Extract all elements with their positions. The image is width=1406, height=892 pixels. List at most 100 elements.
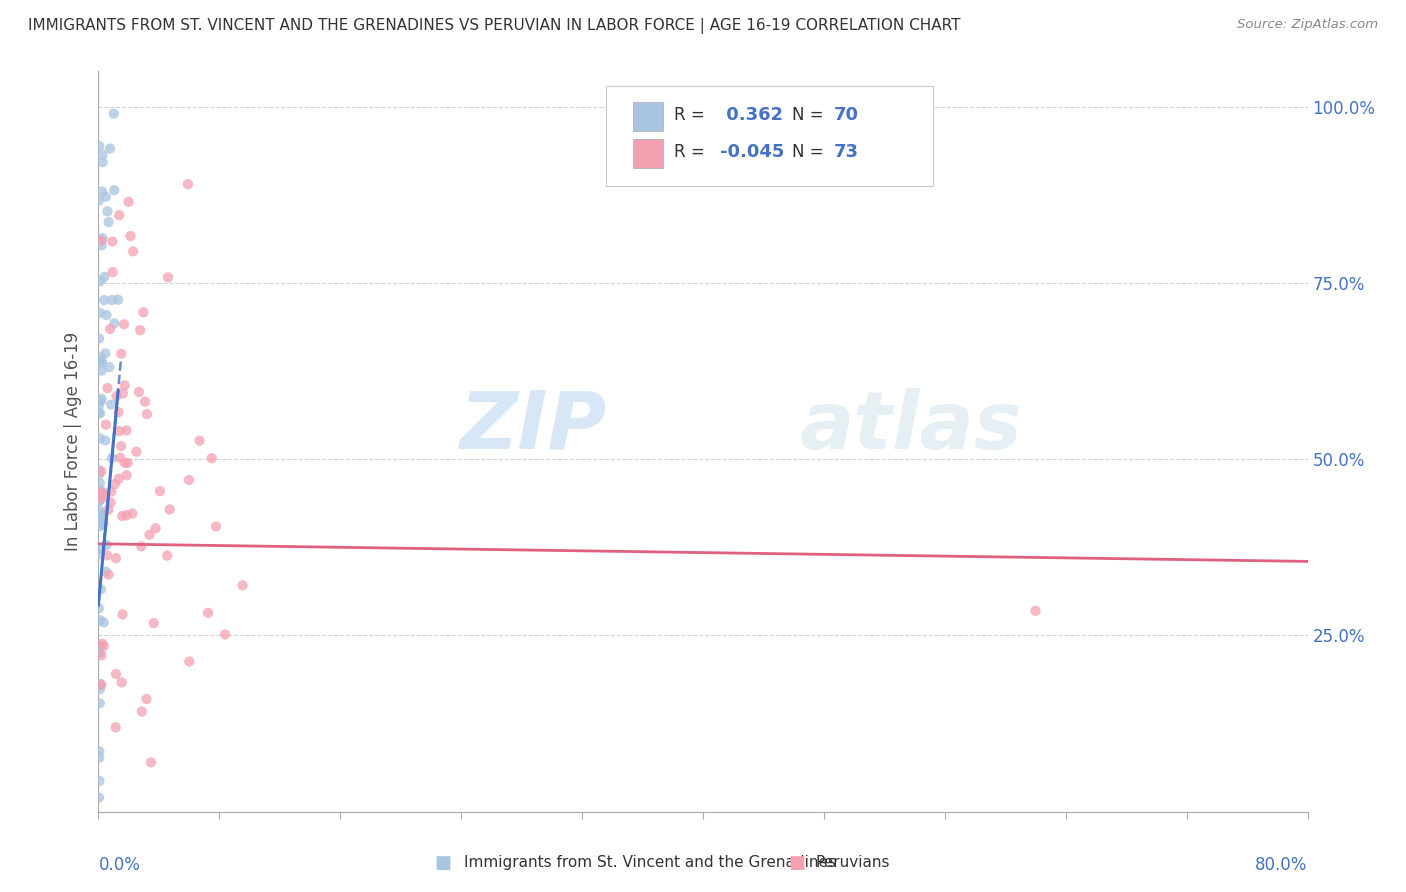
Point: [89, 750, 111, 764]
Point: [107, 472, 129, 486]
Point: [89, 677, 111, 691]
Point: [110, 450, 132, 465]
Point: [94, 565, 117, 579]
Point: [108, 208, 131, 222]
Point: [93, 293, 115, 308]
Point: [90, 648, 112, 663]
Point: [135, 692, 157, 706]
Point: [132, 305, 155, 319]
Point: [87, 601, 110, 615]
Point: [89, 493, 111, 508]
Point: [87, 399, 110, 413]
Text: N =: N =: [793, 144, 824, 161]
Text: -0.045: -0.045: [720, 144, 785, 161]
Point: [91, 507, 114, 521]
Point: [104, 551, 127, 566]
Point: [89, 519, 111, 533]
Point: [125, 444, 148, 458]
Point: [89, 639, 111, 653]
Point: [89, 696, 111, 710]
Point: [90, 678, 112, 692]
Point: [98, 142, 121, 156]
Point: [89, 406, 111, 420]
Point: [90, 392, 112, 406]
Point: [87, 467, 110, 482]
Point: [122, 244, 145, 259]
Point: [91, 355, 114, 369]
Point: [87, 483, 110, 497]
Text: IMMIGRANTS FROM ST. VINCENT AND THE GRENADINES VS PERUVIAN IN LABOR FORCE | AGE : IMMIGRANTS FROM ST. VINCENT AND THE GREN…: [28, 18, 960, 34]
Point: [91, 155, 114, 169]
Text: Source: ZipAtlas.com: Source: ZipAtlas.com: [1237, 18, 1378, 31]
FancyBboxPatch shape: [633, 139, 664, 168]
Text: R =: R =: [673, 106, 704, 124]
Point: [91, 485, 114, 500]
Text: N =: N =: [793, 106, 824, 124]
Text: Peruvians: Peruvians: [815, 855, 890, 870]
Point: [121, 507, 143, 521]
Point: [104, 477, 127, 491]
Point: [101, 451, 124, 466]
Point: [91, 185, 114, 199]
Text: atlas: atlas: [800, 388, 1022, 466]
Point: [105, 389, 128, 403]
Point: [101, 235, 124, 249]
Point: [138, 527, 160, 541]
Point: [89, 547, 111, 561]
Point: [89, 493, 111, 508]
Point: [93, 488, 115, 502]
Point: [112, 318, 135, 332]
Point: [197, 606, 219, 620]
Point: [90, 351, 112, 365]
Point: [87, 406, 110, 420]
Point: [87, 511, 110, 525]
Point: [90, 234, 112, 248]
Text: Immigrants from St. Vincent and the Grenadines: Immigrants from St. Vincent and the Gren…: [464, 855, 837, 870]
Point: [96, 549, 118, 563]
Point: [90, 515, 112, 529]
Point: [89, 773, 111, 788]
Point: [90, 363, 112, 377]
Point: [89, 646, 111, 660]
Point: [97, 502, 120, 516]
Point: [89, 476, 111, 491]
Point: [96, 381, 118, 395]
Point: [156, 549, 179, 563]
Point: [104, 720, 127, 734]
Text: ZIP: ZIP: [458, 388, 606, 466]
Point: [177, 473, 200, 487]
Point: [142, 616, 165, 631]
Point: [156, 270, 179, 285]
Point: [139, 756, 162, 770]
Point: [91, 147, 114, 161]
Point: [94, 346, 117, 360]
FancyBboxPatch shape: [606, 87, 932, 186]
Point: [90, 465, 112, 479]
Text: R =: R =: [673, 144, 704, 161]
Point: [97, 567, 120, 582]
Point: [114, 456, 136, 470]
Point: [87, 790, 110, 805]
Point: [91, 508, 114, 523]
Point: [136, 407, 159, 421]
Point: [98, 360, 121, 375]
Point: [110, 439, 132, 453]
FancyBboxPatch shape: [633, 103, 664, 130]
Point: [129, 323, 152, 337]
Point: [108, 424, 131, 438]
Point: [105, 667, 128, 681]
Point: [107, 405, 129, 419]
Text: 73: 73: [834, 144, 859, 161]
Point: [97, 215, 120, 229]
Point: [94, 190, 117, 204]
Point: [134, 394, 156, 409]
Point: [100, 496, 122, 510]
Point: [1024, 604, 1046, 618]
Point: [90, 238, 112, 252]
Point: [89, 613, 111, 627]
Point: [89, 503, 111, 517]
Point: [87, 541, 110, 556]
Point: [87, 194, 110, 208]
Text: 0.0%: 0.0%: [98, 856, 141, 874]
Point: [115, 468, 138, 483]
